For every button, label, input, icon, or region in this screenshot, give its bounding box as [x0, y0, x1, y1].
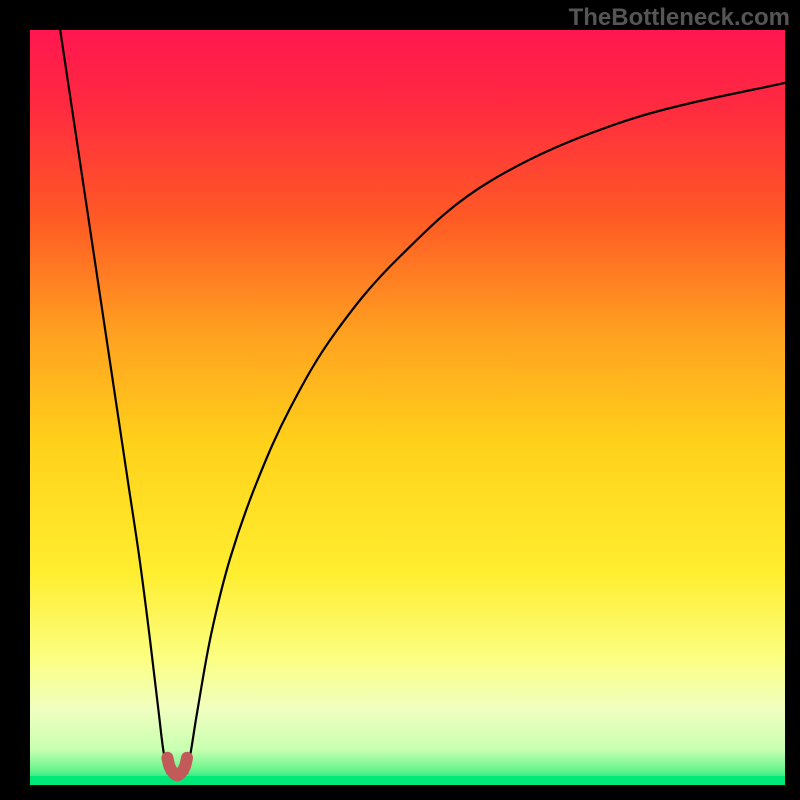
chart-container: TheBottleneck.com	[0, 0, 800, 800]
plot-area	[30, 30, 785, 785]
chart-svg	[30, 30, 785, 785]
gradient-background	[30, 30, 785, 785]
bottom-green-strip	[30, 776, 785, 785]
watermark-text: TheBottleneck.com	[569, 4, 790, 32]
